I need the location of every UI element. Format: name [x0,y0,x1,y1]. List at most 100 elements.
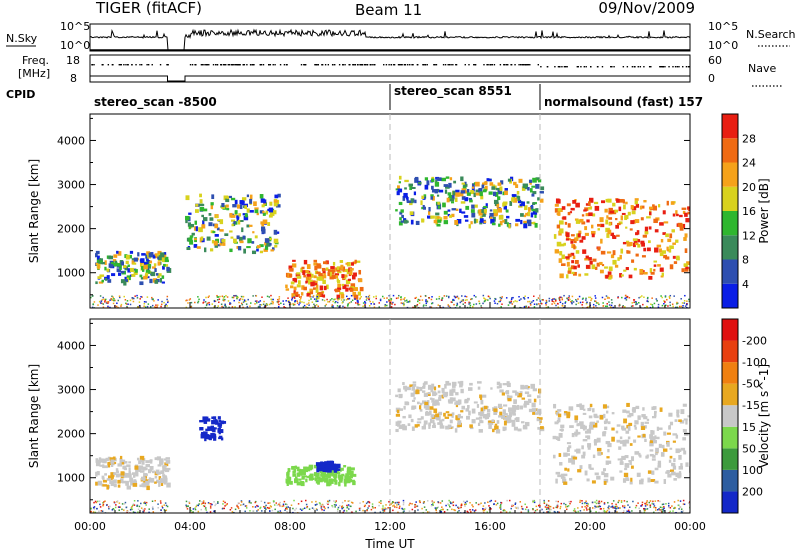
ground-scatter-cell [192,508,195,510]
ground-scatter-cell [90,296,92,299]
heatmap-cell-4 [520,384,525,390]
ground-scatter-cell [243,300,246,302]
ground-scatter-cell [198,500,201,502]
nave-point [546,66,549,68]
ground-scatter-cell [404,297,406,299]
ground-scatter-cell [589,296,592,299]
ground-scatter-cell [215,503,217,505]
heatmap-cell-4 [676,255,680,261]
heatmap-cell-4 [559,228,564,234]
heatmap-cell-1 [211,239,215,244]
heatmap-cell-5 [593,422,598,428]
ground-scatter-cell [487,501,489,503]
heatmap-cell-4 [597,223,602,227]
ground-scatter-cell [614,505,616,508]
ground-scatter-cell [505,297,508,299]
heatmap-cell-4 [625,226,628,229]
heatmap-cell-5 [588,428,592,433]
heatmap-cell-5 [653,440,657,444]
ground-scatter-cell [358,507,361,510]
heatmap-cell-0 [157,250,162,255]
heatmap-cell-1 [218,437,222,440]
heatmap-cell-3 [398,201,403,206]
ground-scatter-cell [327,503,329,506]
ground-scatter-cell [206,511,208,513]
heatmap-cell-2 [301,475,305,480]
heatmap-cell-0 [127,264,130,268]
heatmap-cell-4 [507,397,512,402]
ground-scatter-cell [295,507,298,510]
ground-scatter-cell [368,294,371,297]
ground-scatter-cell [565,506,567,508]
heatmap-cell-4 [403,405,406,410]
nave-point [455,64,458,66]
heatmap-cell-2 [329,479,334,484]
heatmap-cell-2 [345,262,349,265]
ground-scatter-cell [214,300,217,302]
heatmap-cell-3 [461,196,466,200]
heatmap-cell-5 [622,441,627,447]
heatmap-cell-3 [415,220,420,226]
ground-scatter-cell [464,501,467,504]
heatmap-cell-0 [123,461,128,464]
heatmap-cell-1 [219,242,223,246]
ground-scatter-cell [484,508,486,511]
ground-scatter-cell [557,306,559,308]
ground-scatter-cell [394,502,397,504]
ground-scatter-cell [473,511,476,513]
ground-scatter-cell [117,506,120,508]
ground-scatter-cell [678,305,681,308]
ground-scatter-cell [151,500,154,503]
heatmap-cell-3 [537,179,542,183]
heatmap-cell-3 [493,213,498,217]
heatmap-cell-3 [507,178,511,182]
heatmap-cell-1 [233,238,237,244]
ground-scatter-cell [368,298,370,300]
ground-scatter-cell [601,296,604,299]
heatmap-cell-1 [269,243,272,246]
heatmap-cell-5 [663,479,667,484]
ground-scatter-cell [651,304,654,306]
heatmap-cell-4 [567,211,571,216]
ground-scatter-cell [300,500,303,503]
heatmap-cell-2 [292,473,296,477]
ground-scatter-cell [487,299,489,301]
heatmap-cell-5 [655,436,660,440]
ground-scatter-cell [382,510,385,512]
heatmap-cell-1 [204,437,207,442]
heatmap-cell-4 [513,426,518,431]
ground-scatter-cell [138,505,141,508]
ground-scatter-cell [291,296,294,299]
heatmap-cell-3 [484,185,488,191]
ground-scatter-cell [405,299,408,302]
heatmap-cell-0 [133,271,138,276]
ground-scatter-cell [503,509,505,511]
heatmap-cell-2 [323,285,327,291]
nave-point [140,64,143,66]
ground-scatter-cell [681,306,684,308]
ground-scatter-cell [527,300,529,303]
ground-scatter-cell [211,303,214,305]
nave-point [269,64,272,66]
heatmap-cell-1 [274,244,278,248]
nave-point [637,66,639,68]
ground-scatter-cell [598,505,601,507]
ground-scatter-cell [524,503,526,506]
heatmap-cell-5 [559,462,563,466]
nsearch-tick-bottom: 10^0 [708,39,738,52]
heatmap-cell-1 [211,194,215,200]
ground-scatter-cell [610,506,612,508]
heatmap-cell-4 [669,245,674,249]
freq-strip-frame [89,54,691,83]
heatmap-cell-3 [489,209,493,212]
heatmap-cell-4 [586,219,590,223]
heatmap-cell-5 [603,478,609,483]
heatmap-cell-3 [522,183,526,189]
ground-scatter-cell [657,508,659,511]
ground-scatter-cell [653,511,655,513]
ground-scatter-cell [554,511,557,513]
ground-scatter-cell [294,509,296,511]
heatmap-cell-4 [567,270,572,274]
ground-scatter-cell [545,508,548,511]
cpid-segment-1: stereo_scan -8500 [94,95,217,110]
